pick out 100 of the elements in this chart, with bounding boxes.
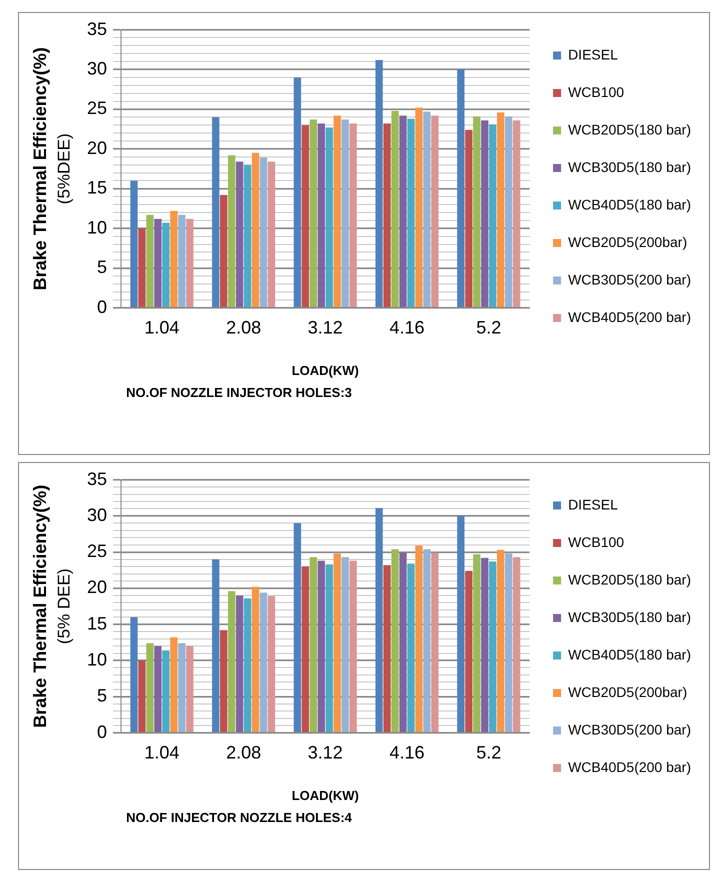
y-axis-title: Brake Thermal Efficiency(%) (5% DEE) (30, 484, 74, 728)
bar (489, 124, 496, 307)
legend-label: DIESEL (568, 496, 618, 512)
bar (220, 630, 228, 732)
x-axis-title: LOAD(KW) (292, 362, 359, 378)
y-tick-label: 10 (86, 649, 108, 670)
bar (186, 218, 194, 307)
bar (512, 120, 520, 307)
legend-label: WCB100 (568, 534, 624, 550)
bar (170, 210, 178, 307)
y-tick-label: 5 (97, 686, 108, 706)
bar (423, 549, 431, 732)
bar (318, 560, 325, 732)
bar (260, 592, 268, 732)
bar (342, 557, 349, 732)
bar (415, 546, 423, 732)
legend-label: WCB40D5(200 bar) (568, 308, 691, 325)
y-axis-title: Brake Thermal Efficiency(%) (5%DEE) (30, 47, 74, 290)
bar (138, 228, 146, 307)
bar (170, 637, 178, 732)
legend-label: DIESEL (568, 46, 618, 62)
x-tick-label: 5.2 (476, 742, 502, 763)
legend-label: WCB30D5(180 bar) (568, 608, 691, 625)
y-tick-label: 5 (97, 257, 108, 278)
bar (318, 124, 325, 307)
bar (350, 560, 357, 732)
bar (415, 108, 423, 307)
bar (252, 586, 260, 732)
bar (489, 561, 496, 732)
bar (431, 552, 439, 732)
bar (383, 565, 391, 732)
y-tick-label: 25 (86, 541, 108, 562)
bar (268, 162, 276, 307)
bar (302, 566, 310, 732)
bar (399, 116, 407, 307)
bar (375, 508, 383, 732)
bar (146, 643, 154, 732)
bar (473, 554, 480, 732)
bar (399, 552, 407, 732)
bar (178, 643, 186, 732)
bar (326, 127, 333, 307)
legend-label: WCB30D5(200 bar) (568, 721, 691, 738)
x-tick-label: 4.16 (389, 318, 425, 338)
bar (186, 646, 194, 732)
legend-label: WCB30D5(180 bar) (568, 158, 691, 175)
y-tick-label: 20 (86, 138, 108, 158)
y-tick-label: 0 (97, 722, 108, 742)
bar (496, 112, 504, 307)
x-tick-label: 4.16 (389, 742, 425, 763)
bar (294, 77, 302, 307)
bar (212, 117, 220, 307)
bar (244, 598, 252, 732)
bar (334, 116, 341, 307)
bar (431, 116, 439, 307)
legend-label: WCB20D5(180 bar) (568, 121, 691, 138)
bar (130, 180, 138, 307)
y-tick-label: 15 (86, 178, 108, 198)
bar (375, 60, 383, 307)
bar (268, 596, 276, 732)
bar (228, 591, 236, 732)
bar (326, 564, 333, 732)
legend-label: WCB40D5(180 bar) (568, 196, 691, 212)
bar (383, 124, 391, 307)
bar (252, 152, 260, 307)
bar (342, 120, 349, 307)
bar (310, 557, 318, 732)
bar (391, 110, 399, 307)
bar (504, 554, 512, 732)
y-tick-label: 30 (86, 58, 108, 78)
bar (130, 617, 138, 732)
bar (350, 124, 357, 307)
y-tick-label: 35 (86, 18, 108, 39)
bar (236, 162, 244, 307)
legend-label: WCB30D5(200 bar) (568, 271, 691, 288)
legend-label: WCB40D5(180 bar) (568, 646, 691, 662)
bar (407, 118, 415, 307)
x-tick-label: 5.2 (476, 318, 502, 338)
legend-label: WCB20D5(180 bar) (568, 571, 691, 588)
bar (457, 516, 464, 732)
bar (178, 214, 186, 307)
legend-label: WCB20D5(200bar) (568, 684, 688, 700)
bar (473, 116, 480, 307)
bar (220, 195, 228, 307)
bar (244, 164, 252, 307)
bar (504, 116, 512, 307)
bar (162, 650, 170, 732)
x-tick-label: 2.08 (226, 742, 262, 763)
legend-label: WCB100 (568, 84, 624, 100)
y-tick-label: 10 (86, 217, 108, 238)
bar (260, 158, 268, 307)
bar (212, 559, 220, 732)
bar (512, 557, 520, 732)
y-tick-label: 35 (86, 468, 108, 489)
y-tick-label: 15 (86, 613, 108, 634)
text: NO.OF NOZZLE INJECTOR HOLES:3 (125, 385, 353, 400)
bar (465, 130, 472, 307)
bar (334, 554, 341, 732)
x-axis-title: LOAD(KW) (292, 788, 359, 803)
y-tick-label: 0 (97, 296, 108, 317)
y-tick-label: 30 (86, 504, 108, 525)
